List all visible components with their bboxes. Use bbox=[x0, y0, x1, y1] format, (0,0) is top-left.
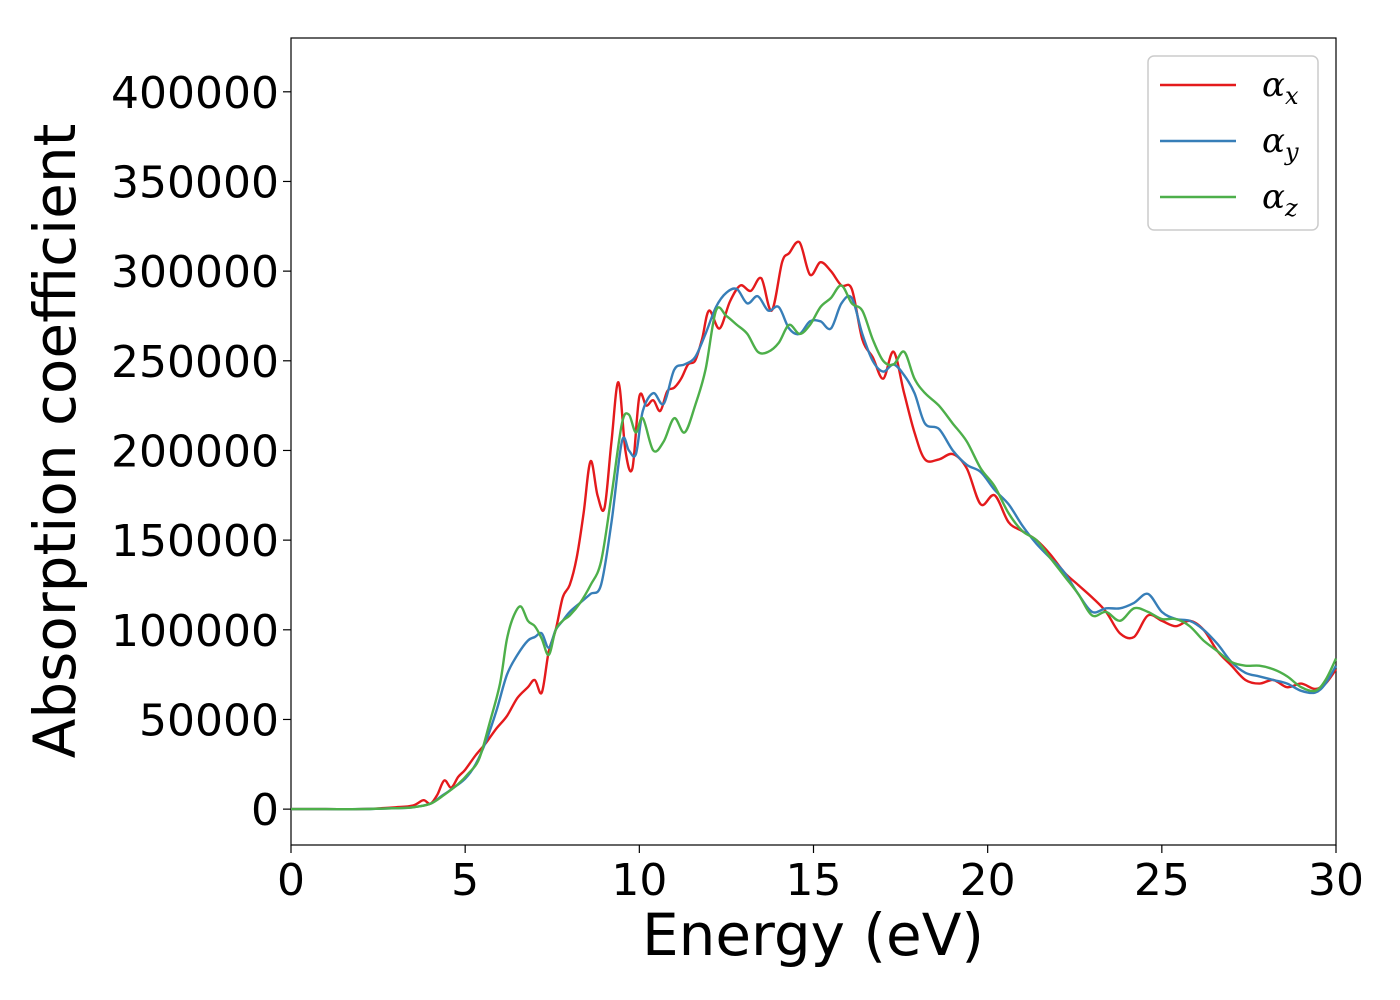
x-axis-ticks: 0 5 10 15 20 25 30 bbox=[277, 845, 1364, 906]
y-tick-label: 300000 bbox=[111, 247, 279, 298]
series-layer bbox=[290, 240, 1338, 811]
x-tick-label: 15 bbox=[786, 855, 842, 906]
series-line-z bbox=[290, 284, 1338, 811]
series-line-y bbox=[290, 287, 1338, 811]
x-tick-label: 20 bbox=[960, 855, 1016, 906]
x-tick-label: 5 bbox=[451, 855, 479, 906]
y-axis-ticks: 0 50000 100000 150000 200000 250000 300000 3500… bbox=[111, 68, 291, 836]
y-tick-label: 250000 bbox=[111, 337, 279, 388]
x-tick-label: 25 bbox=[1134, 855, 1190, 906]
x-tick-label: 30 bbox=[1308, 855, 1364, 906]
legend-label-y: αy bbox=[1262, 121, 1299, 166]
y-tick-label: 0 bbox=[251, 785, 279, 836]
y-tick-label: 100000 bbox=[111, 606, 279, 657]
legend-box bbox=[1147, 55, 1319, 231]
x-axis-title: Energy (eV) bbox=[642, 901, 984, 969]
x-tick-label: 10 bbox=[611, 855, 667, 906]
x-tick-label: 0 bbox=[277, 855, 305, 906]
y-tick-label: 400000 bbox=[111, 68, 279, 119]
y-tick-label: 350000 bbox=[111, 157, 279, 208]
y-tick-label: 200000 bbox=[111, 426, 279, 477]
y-tick-label: 150000 bbox=[111, 516, 279, 567]
y-tick-label: 50000 bbox=[139, 695, 279, 746]
y-axis-title: Absorption coefficient bbox=[21, 124, 89, 759]
series-line-x bbox=[290, 240, 1337, 811]
